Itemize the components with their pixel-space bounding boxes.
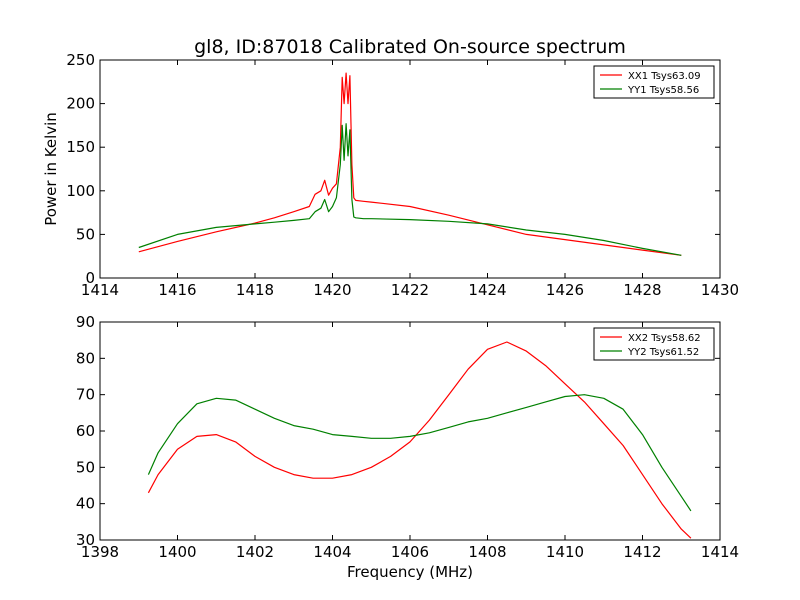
bottom-x-axis-label: Frequency (MHz) xyxy=(347,563,473,581)
bottom-x-tick-label: 1410 xyxy=(546,543,584,561)
top-x-tick-label: 1430 xyxy=(701,281,739,299)
top-legend-box xyxy=(593,65,715,99)
top-series-line-2 xyxy=(138,123,682,256)
bottom-x-tick-label: 1414 xyxy=(701,543,739,561)
top-y-tick-label: 50 xyxy=(76,225,95,243)
bottom-y-tick-label: 40 xyxy=(76,495,95,513)
top-y-tick-label: 250 xyxy=(66,51,95,69)
top-legend: XX1 Tsys63.09 YY1 Tsys58.56 xyxy=(593,65,715,99)
bottom-x-tick-label: 1400 xyxy=(158,543,196,561)
bottom-x-tick-label: 1404 xyxy=(313,543,351,561)
top-x-tick-label: 1422 xyxy=(391,281,429,299)
top-x-tick-label: 1426 xyxy=(546,281,584,299)
bottom-x-tick-label: 1412 xyxy=(623,543,661,561)
bottom-legend-label-1: XX2 Tsys58.62 xyxy=(628,333,701,344)
bottom-plot: 1398 1400 1402 1404 1406 1408 1410 1412 1414 30 40… xyxy=(76,313,739,561)
bottom-x-tick-label: 1406 xyxy=(391,543,429,561)
top-legend-label-1: XX1 Tsys63.09 xyxy=(628,71,701,82)
bottom-x-tick-label: 1402 xyxy=(236,543,274,561)
bottom-y-tick-label: 50 xyxy=(76,458,95,476)
bottom-x-tick-label: 1398 xyxy=(81,543,119,561)
bottom-legend: XX2 Tsys58.62 YY2 Tsys61.52 xyxy=(593,327,715,361)
bottom-y-tick-label: 30 xyxy=(76,531,95,549)
top-y-tick-label: 150 xyxy=(66,138,95,156)
bottom-legend-box xyxy=(593,327,715,361)
bottom-series-line-1 xyxy=(147,341,692,539)
top-x-tick-label: 1428 xyxy=(623,281,661,299)
chart-title: gl8, ID:87018 Calibrated On-source spect… xyxy=(194,36,626,58)
top-y-tick-label: 0 xyxy=(85,269,95,287)
top-y-tick-label: 100 xyxy=(66,182,95,200)
top-y-axis-label: Power in Kelvin xyxy=(42,112,60,226)
bottom-y-tick-label: 70 xyxy=(76,386,95,404)
bottom-legend-label-2: YY2 Tsys61.52 xyxy=(627,347,699,358)
bottom-y-tick-label: 60 xyxy=(76,422,95,440)
bottom-y-tick-label: 90 xyxy=(76,313,95,331)
top-x-tick-label: 1420 xyxy=(313,281,351,299)
top-x-tick-label: 1416 xyxy=(158,281,196,299)
top-x-tick-label: 1414 xyxy=(81,281,119,299)
top-legend-label-2: YY1 Tsys58.56 xyxy=(627,85,699,96)
top-plot: 1414 1416 1418 1420 1422 1424 1426 1428 1430 0 50 1… xyxy=(66,51,739,299)
top-x-tick-label: 1418 xyxy=(236,281,274,299)
bottom-y-tick-label: 80 xyxy=(76,349,95,367)
bottom-series-line-2 xyxy=(147,394,692,512)
bottom-x-tick-label: 1408 xyxy=(468,543,506,561)
top-y-tick-label: 200 xyxy=(66,95,95,113)
top-x-tick-label: 1424 xyxy=(468,281,506,299)
